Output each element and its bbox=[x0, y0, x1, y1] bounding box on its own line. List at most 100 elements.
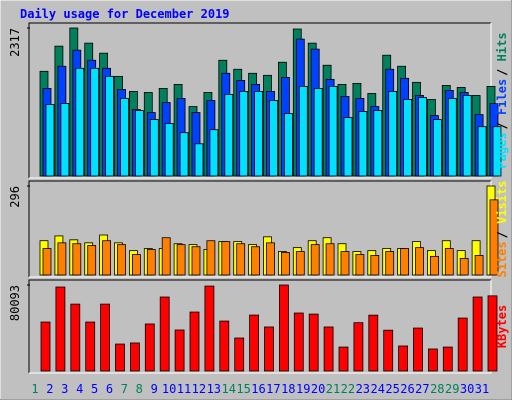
bar bbox=[489, 199, 499, 276]
bar bbox=[239, 91, 249, 177]
bar bbox=[131, 254, 141, 276]
bar bbox=[472, 296, 483, 372]
x-tick-label: 19 bbox=[296, 382, 310, 396]
bar bbox=[278, 284, 289, 372]
bar bbox=[492, 126, 502, 177]
panel-bevel bbox=[29, 23, 492, 179]
x-tick-label: 20 bbox=[311, 382, 325, 396]
x-tick-label: 25 bbox=[385, 382, 399, 396]
bar bbox=[418, 97, 427, 177]
bar bbox=[164, 123, 174, 177]
bar bbox=[75, 67, 85, 177]
bar bbox=[447, 98, 457, 177]
x-tick-label: 28 bbox=[430, 382, 444, 396]
legend-entry: KBytes bbox=[495, 305, 509, 348]
x-tick-label: 22 bbox=[341, 382, 355, 396]
bar bbox=[174, 329, 185, 372]
bar bbox=[462, 95, 472, 177]
x-tick-label: 11 bbox=[177, 382, 191, 396]
bar bbox=[264, 326, 274, 372]
bar bbox=[283, 113, 293, 177]
bar bbox=[115, 343, 125, 372]
chart-title: Daily usage for December 2019 bbox=[20, 7, 230, 21]
bar bbox=[266, 242, 275, 276]
x-tick-label: 10 bbox=[162, 382, 176, 396]
x-tick-label: 21 bbox=[326, 382, 340, 396]
x-tick-label: 7 bbox=[121, 382, 128, 396]
bar bbox=[269, 100, 278, 177]
bar bbox=[353, 322, 364, 372]
bar bbox=[308, 313, 319, 372]
x-tick-label: 23 bbox=[356, 382, 370, 396]
x-tick-label: 27 bbox=[415, 382, 429, 396]
panel-bevel bbox=[28, 180, 491, 277]
x-tick-label: 18 bbox=[281, 382, 295, 396]
bar bbox=[343, 117, 353, 177]
bar bbox=[295, 251, 305, 276]
bar bbox=[42, 248, 52, 276]
bar bbox=[117, 244, 126, 276]
bar bbox=[474, 255, 484, 276]
legend-separator: / bbox=[495, 231, 509, 238]
bar bbox=[236, 243, 246, 276]
bar bbox=[368, 314, 379, 372]
x-tick-label: 17 bbox=[266, 382, 280, 396]
bar bbox=[221, 241, 231, 276]
x-tick-label: 8 bbox=[136, 382, 143, 396]
bar bbox=[398, 345, 409, 372]
bar bbox=[403, 99, 413, 177]
bar bbox=[429, 255, 439, 276]
x-tick-label: 6 bbox=[106, 382, 113, 396]
bar bbox=[146, 249, 156, 276]
bar bbox=[45, 104, 55, 177]
bar bbox=[355, 254, 365, 276]
bar bbox=[323, 326, 334, 372]
x-tick-label: 4 bbox=[76, 382, 83, 396]
bar bbox=[459, 258, 469, 276]
bar bbox=[358, 111, 368, 177]
bar bbox=[444, 248, 454, 276]
bar bbox=[120, 98, 129, 177]
bar bbox=[280, 252, 290, 276]
x-tick-label: 5 bbox=[91, 382, 98, 396]
bar bbox=[144, 323, 155, 372]
x-tick-label: 31 bbox=[475, 382, 489, 396]
y-tick-label: 296 bbox=[8, 186, 22, 208]
panel-bevel bbox=[28, 22, 491, 178]
legend-separator: / bbox=[495, 69, 509, 76]
bar bbox=[102, 240, 111, 276]
bar bbox=[310, 244, 320, 276]
legend-entry: Files bbox=[495, 79, 509, 115]
legend-separator: / bbox=[495, 122, 509, 129]
bar bbox=[179, 132, 189, 177]
bar bbox=[100, 303, 110, 372]
bar bbox=[373, 110, 383, 177]
bar bbox=[55, 286, 66, 372]
bar bbox=[293, 312, 304, 372]
panel-bevel bbox=[28, 279, 491, 373]
bar bbox=[105, 75, 114, 177]
bar bbox=[370, 255, 380, 276]
bar bbox=[385, 251, 395, 276]
bar bbox=[457, 317, 468, 372]
x-tick-label: 12 bbox=[192, 382, 206, 396]
x-tick-label: 30 bbox=[460, 382, 474, 396]
legend-entry: Pages bbox=[495, 132, 509, 168]
bar bbox=[159, 296, 170, 372]
bar bbox=[328, 85, 338, 177]
bar bbox=[204, 285, 215, 372]
x-tick-label: 2 bbox=[46, 382, 53, 396]
bar bbox=[60, 103, 70, 177]
bar bbox=[249, 314, 260, 372]
bar bbox=[191, 246, 201, 276]
bar bbox=[176, 244, 186, 276]
x-tick-label: 26 bbox=[400, 382, 414, 396]
bar bbox=[340, 251, 350, 276]
bar bbox=[487, 295, 498, 372]
x-tick-label: 1 bbox=[31, 382, 38, 396]
legend-entry: Visits bbox=[495, 181, 509, 224]
bar bbox=[251, 246, 261, 276]
bar bbox=[206, 240, 216, 276]
bar bbox=[432, 119, 442, 177]
bar bbox=[72, 243, 82, 276]
